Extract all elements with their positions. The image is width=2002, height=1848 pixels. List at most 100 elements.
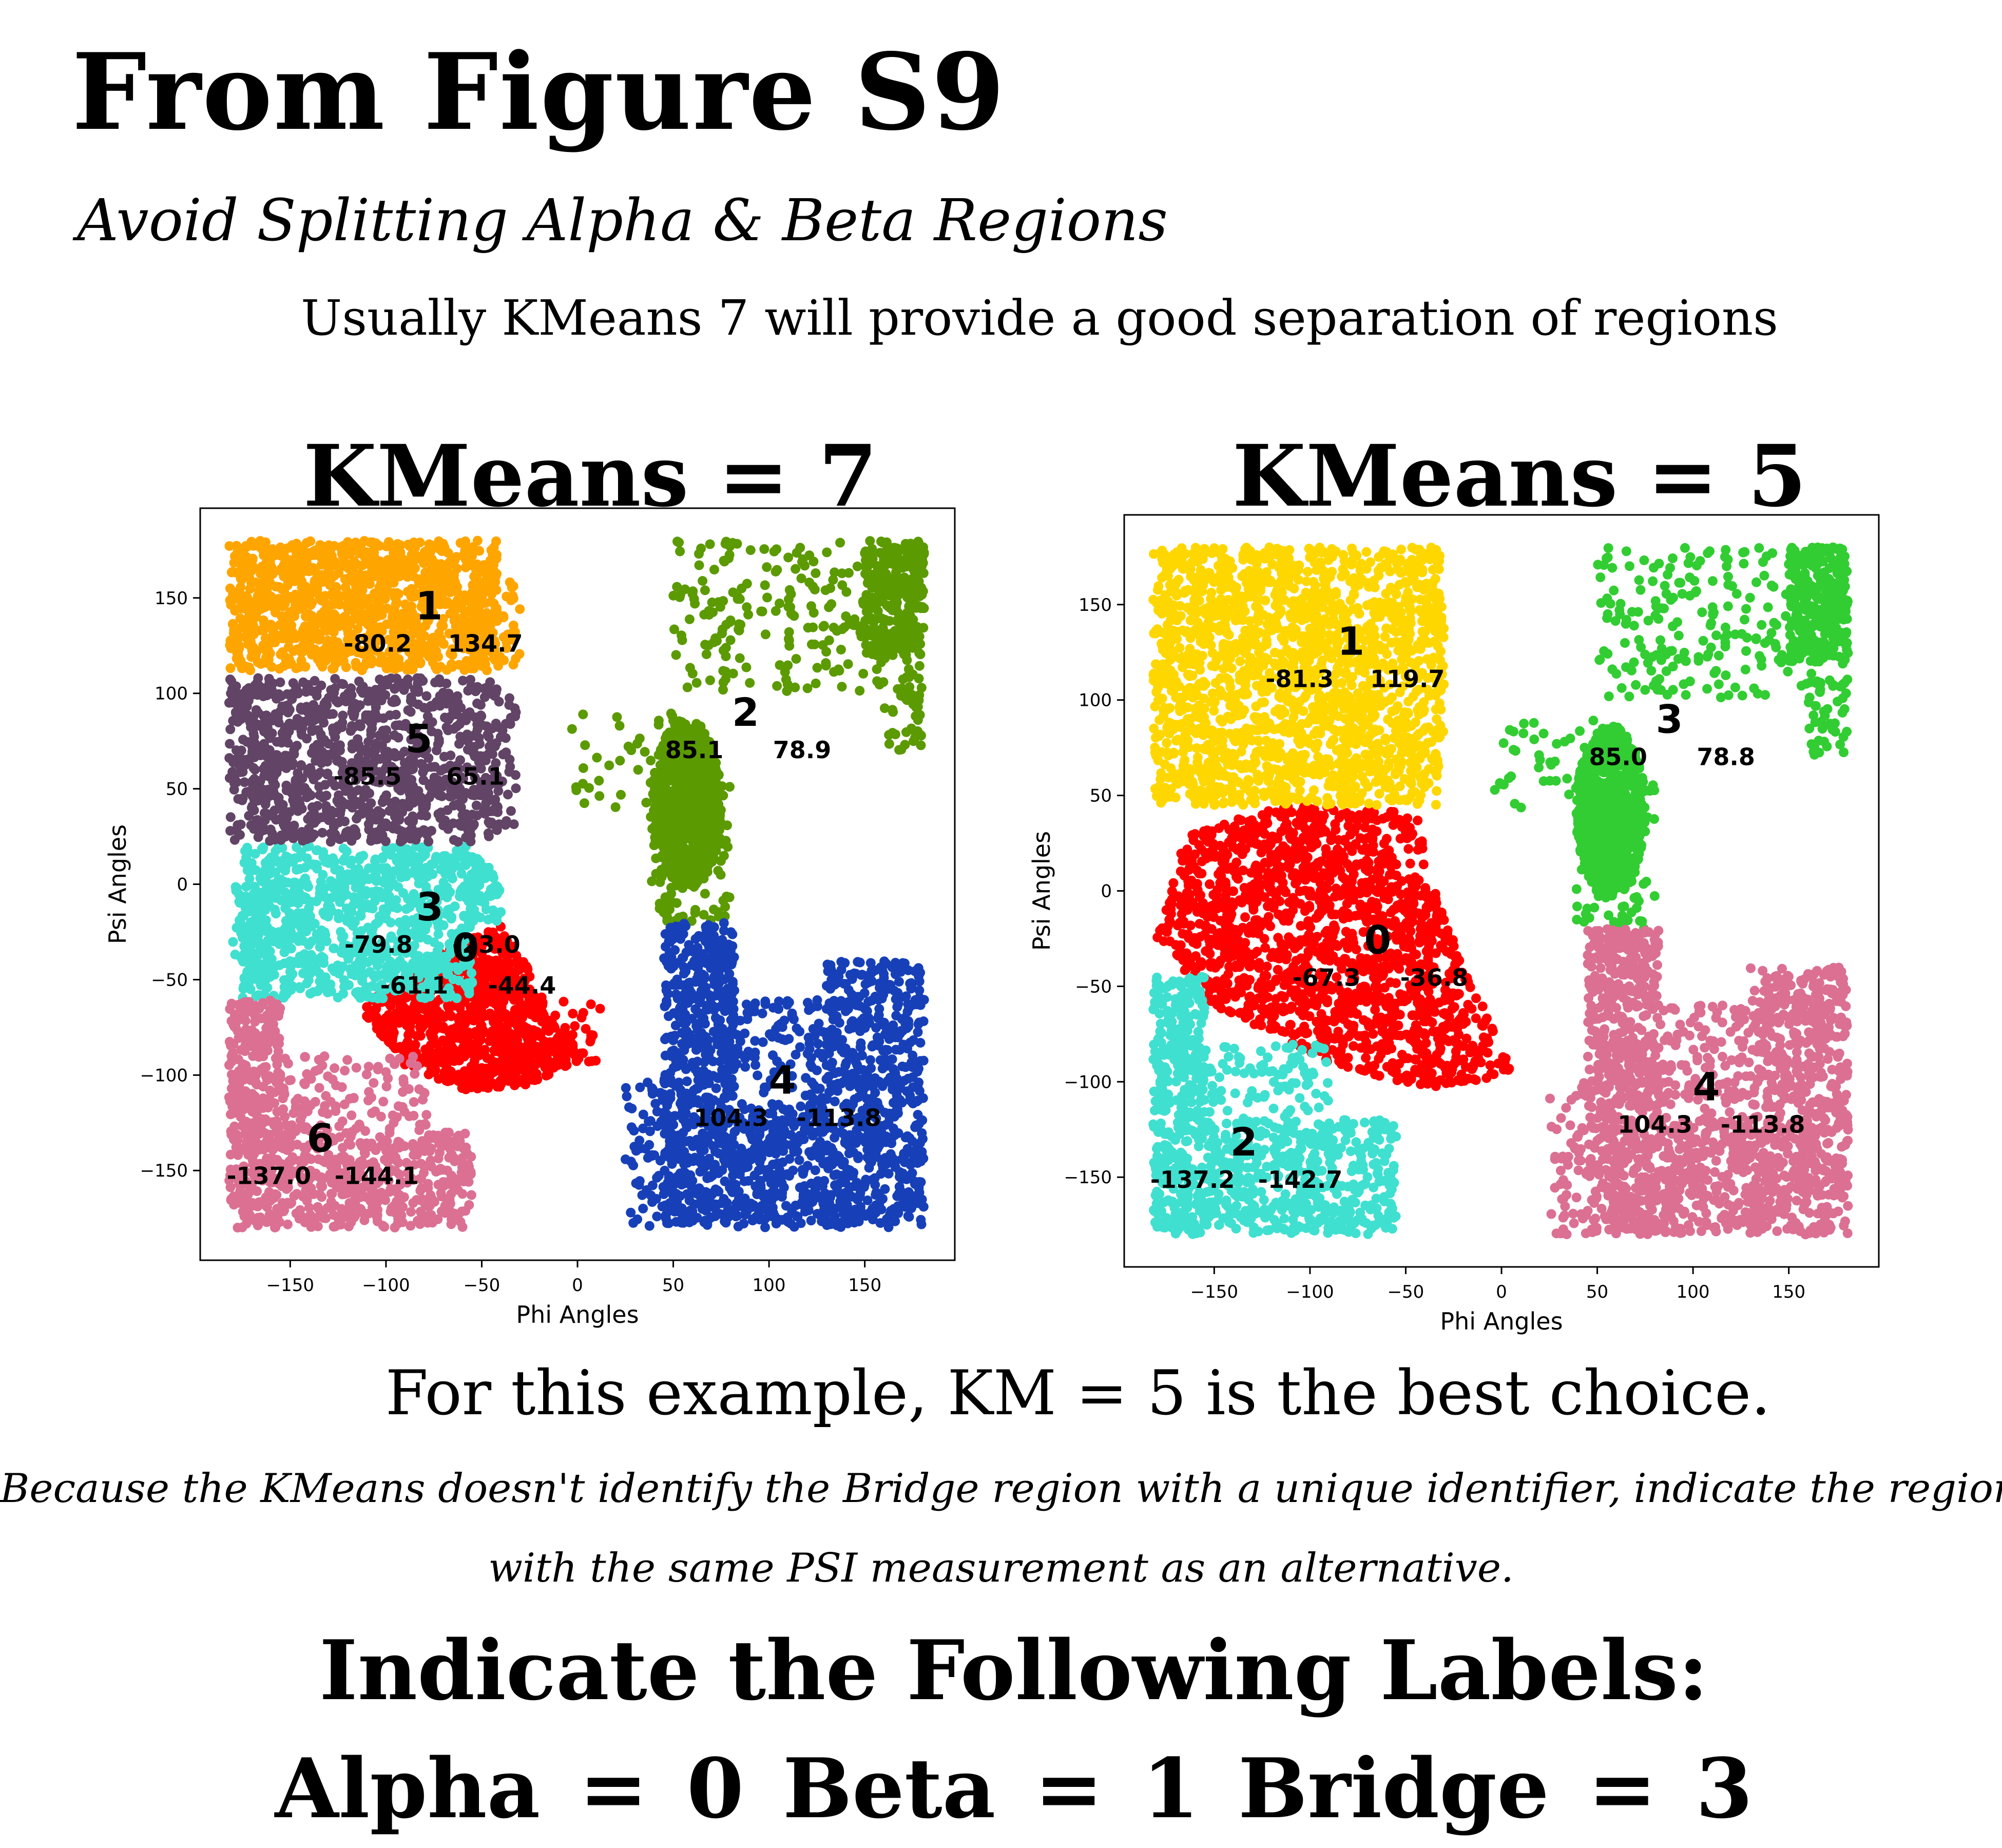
scatter-point	[700, 816, 710, 826]
scatter-point	[878, 624, 888, 634]
scatter-point	[465, 979, 475, 990]
scatter-point	[244, 662, 254, 672]
scatter-point	[499, 932, 509, 941]
scatter-point	[484, 889, 494, 899]
scatter-point	[674, 876, 684, 887]
scatter-point	[464, 550, 474, 561]
scatter-point	[435, 1055, 445, 1066]
scatter-point	[676, 991, 686, 1002]
scatter-point	[691, 796, 701, 806]
scatter-point	[721, 1209, 731, 1219]
scatter-point	[455, 618, 466, 628]
scatter-point	[362, 946, 373, 956]
scatter-point	[365, 537, 375, 547]
scatter-point	[351, 569, 361, 579]
scatter-point	[725, 946, 736, 956]
scatter-point	[334, 913, 344, 923]
scatter-point	[679, 842, 689, 853]
scatter-point	[400, 599, 410, 609]
scatter-point	[290, 886, 300, 896]
scatter-point	[489, 1011, 499, 1022]
scatter-point	[298, 921, 309, 932]
scatter-point	[377, 892, 388, 902]
scatter-point	[416, 638, 426, 648]
scatter-point	[295, 572, 305, 582]
scatter-point	[666, 825, 677, 835]
scatter-point	[486, 596, 496, 607]
scatter-point	[329, 599, 339, 609]
scatter-point	[677, 1203, 687, 1214]
scatter-point	[690, 944, 700, 954]
scatter-point	[378, 852, 388, 862]
scatter-point	[465, 970, 475, 980]
scatter-point	[406, 664, 416, 675]
scatter-point	[659, 849, 669, 858]
scatter-point	[902, 540, 912, 550]
scatter-point	[360, 874, 371, 884]
scatter-point	[448, 554, 458, 564]
scatter-point	[868, 593, 878, 604]
scatter-point	[387, 1021, 397, 1031]
scatter-point	[335, 888, 345, 898]
scatter-point	[687, 758, 697, 768]
scatter-point	[519, 974, 529, 984]
scatter-point	[678, 879, 688, 889]
scatter-point	[451, 622, 461, 631]
scatter-point	[457, 1083, 467, 1093]
scatter-point	[657, 746, 667, 756]
scatter-point	[705, 1099, 716, 1109]
scatter-point	[475, 912, 486, 922]
scatter-point	[276, 874, 286, 884]
scatter-point	[704, 834, 715, 844]
scatter-point	[868, 642, 878, 652]
scatter-point	[429, 984, 439, 994]
scatter-point	[676, 728, 686, 739]
scatter-point	[681, 808, 691, 818]
scatter-point	[657, 864, 667, 875]
scatter-point	[901, 727, 911, 737]
scatter-point	[695, 739, 705, 749]
scatter-point	[591, 1055, 601, 1066]
scatter-point	[281, 989, 292, 999]
scatter-point	[698, 826, 708, 837]
scatter-point	[276, 566, 286, 576]
scatter-point	[282, 919, 292, 930]
scatter-point	[425, 988, 435, 998]
scatter-point	[910, 733, 920, 743]
scatter-point	[694, 549, 704, 559]
scatter-point	[446, 957, 456, 967]
scatter-point	[894, 578, 904, 588]
scatter-point	[676, 866, 686, 876]
scatter-point	[626, 745, 637, 755]
scatter-point	[534, 1056, 545, 1067]
scatter-point	[505, 1064, 515, 1074]
scatter-point	[669, 978, 680, 988]
scatter-point	[457, 603, 467, 613]
scatter-point	[861, 607, 872, 617]
scatter-point	[253, 975, 263, 985]
scatter-point	[708, 829, 719, 839]
scatter-point	[409, 537, 419, 548]
scatter-point	[713, 1040, 723, 1050]
scatter-point	[280, 923, 290, 934]
scatter-point	[463, 978, 473, 988]
scatter-point	[295, 984, 305, 993]
scatter-point	[699, 847, 709, 857]
scatter-point	[511, 1047, 521, 1057]
scatter-point	[675, 733, 685, 743]
scatter-point	[689, 848, 700, 858]
scatter-point	[471, 1038, 482, 1048]
scatter-point	[503, 950, 513, 960]
scatter-point	[475, 644, 486, 654]
scatter-point	[435, 962, 445, 973]
scatter-point	[665, 772, 675, 782]
scatter-point	[892, 543, 902, 553]
scatter-point	[402, 1005, 412, 1015]
scatter-point	[290, 562, 300, 572]
scatter-point	[414, 576, 424, 587]
scatter-point	[319, 650, 330, 661]
scatter-point	[660, 777, 670, 786]
scatter-point	[563, 1038, 573, 1049]
scatter-point	[442, 861, 452, 871]
scatter-point	[506, 1012, 516, 1023]
